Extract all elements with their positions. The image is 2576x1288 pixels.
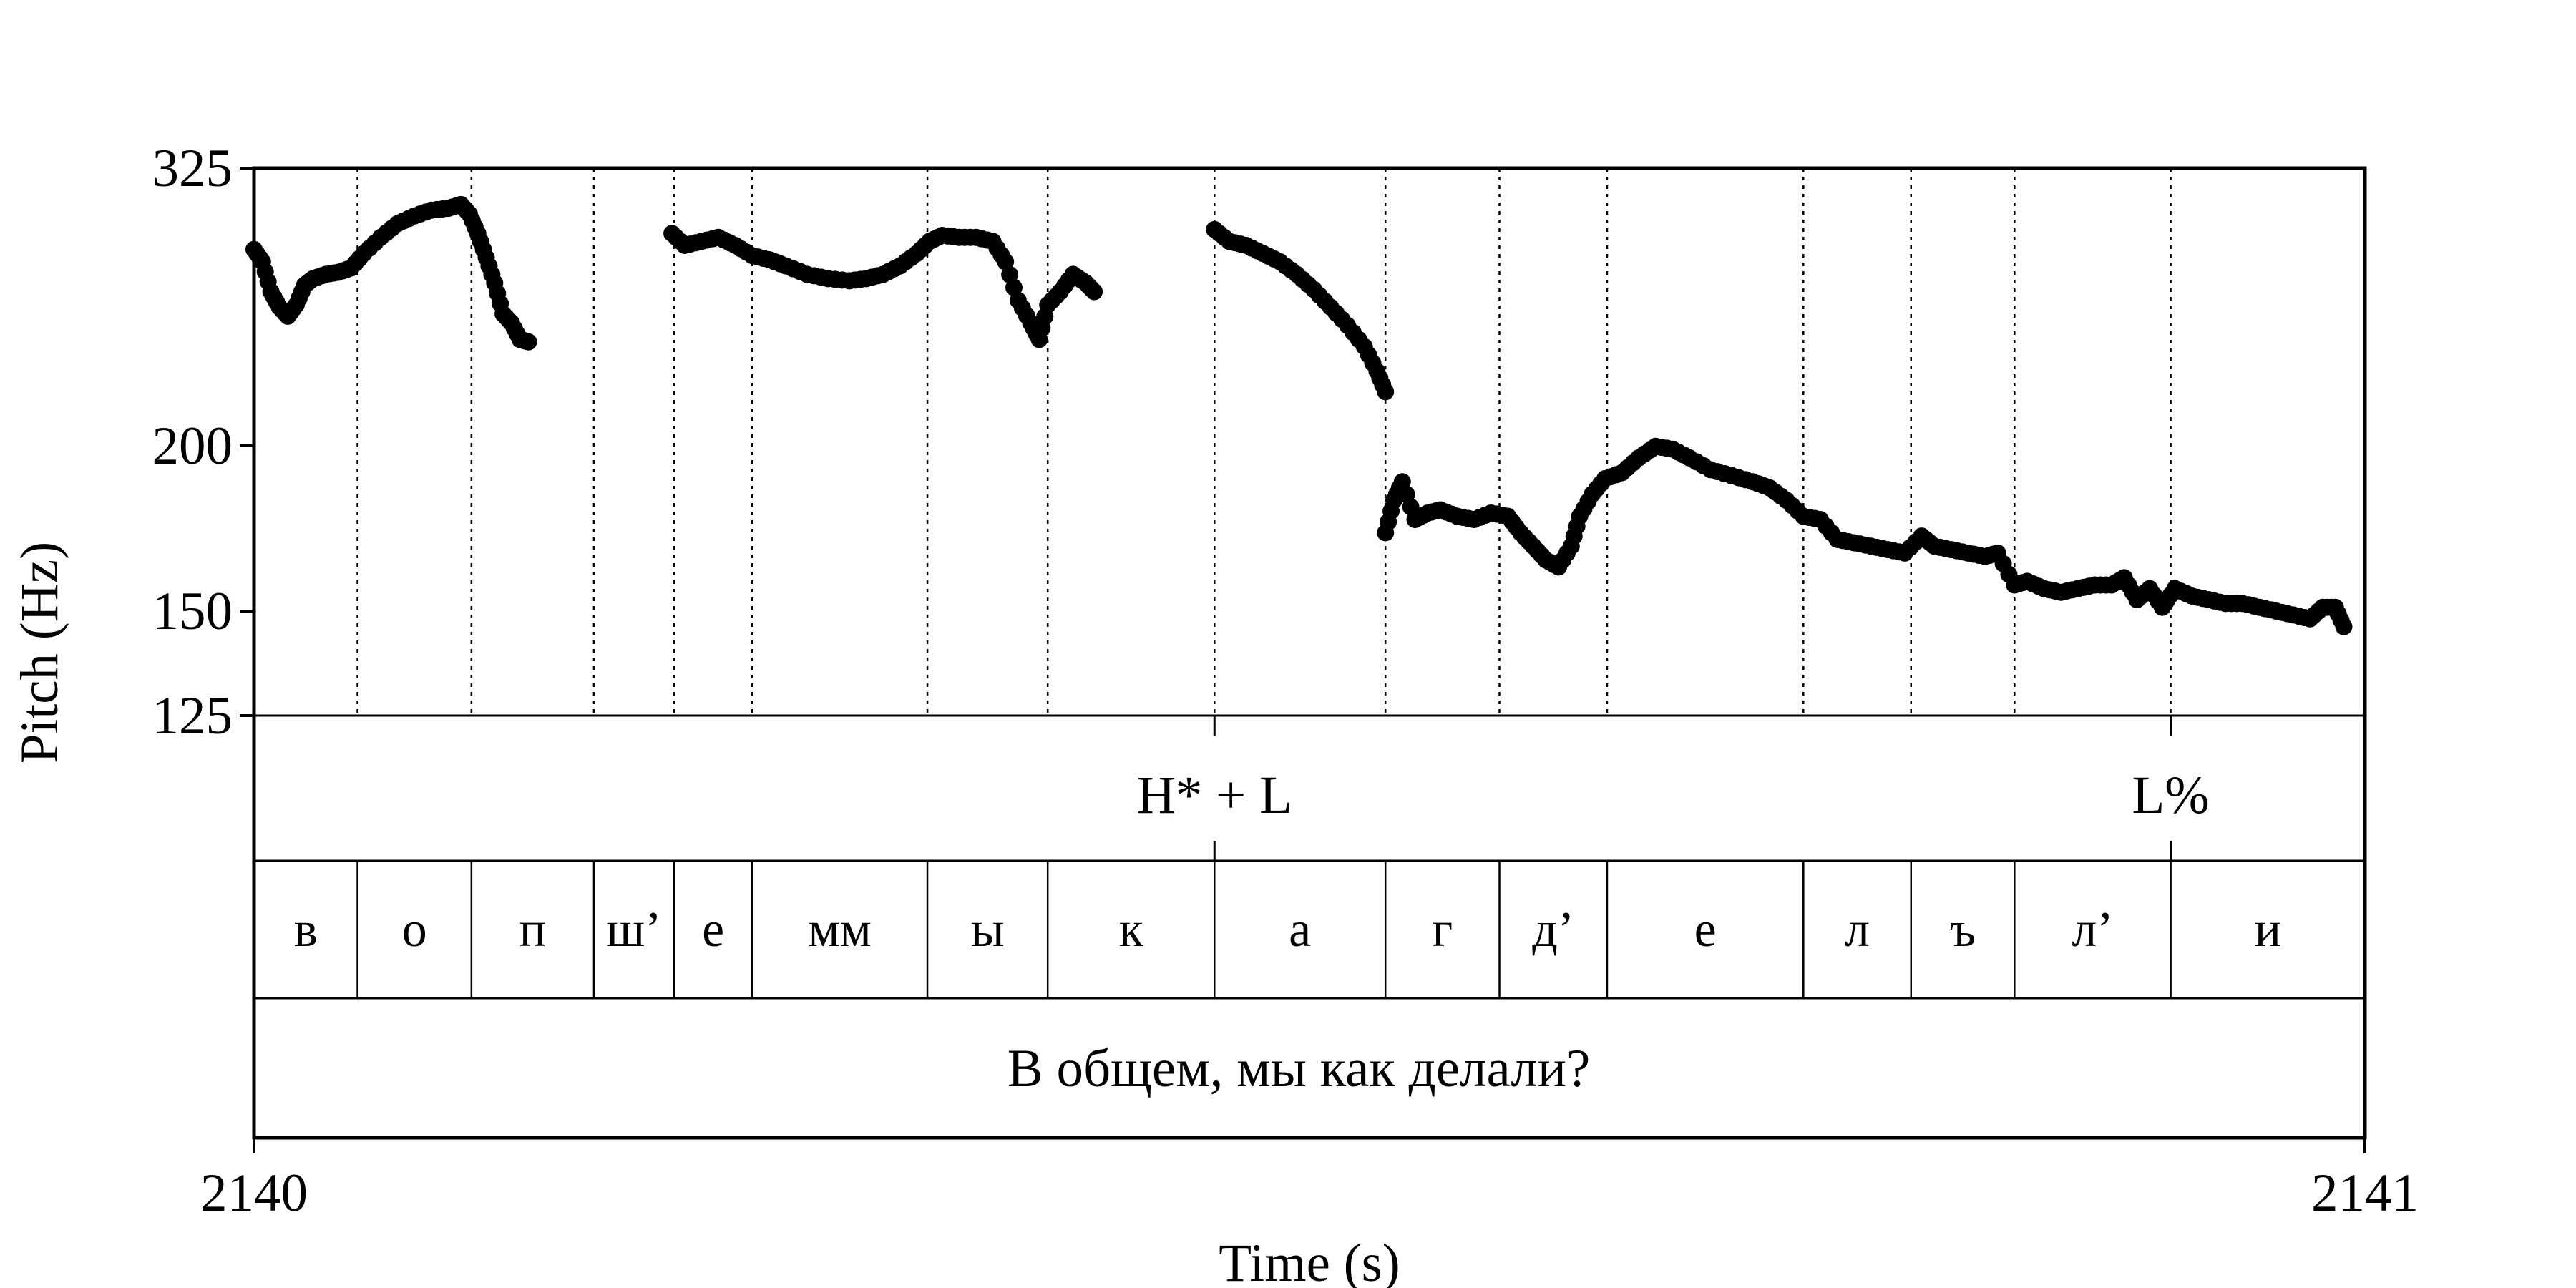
segment-label: е xyxy=(1694,902,1717,957)
segment-label: д’ xyxy=(1532,902,1574,957)
segment-label: п xyxy=(519,902,546,957)
y-tick-label-150: 150 xyxy=(152,582,233,641)
segment-label: е xyxy=(702,902,724,957)
segment-label: и xyxy=(2255,902,2281,957)
frame xyxy=(252,166,2367,1140)
segment-label: ы xyxy=(971,902,1005,957)
y-axis-title: Pitch (Hz) xyxy=(10,542,69,763)
pitch-point xyxy=(519,333,537,351)
y-tick-label-200: 200 xyxy=(152,416,233,476)
segment-label: ъ xyxy=(1950,902,1976,957)
segment-label: л xyxy=(1845,902,1870,957)
tone-label: L% xyxy=(2132,766,2209,825)
segment-label: г xyxy=(1432,902,1453,957)
x-tick-label-2140: 2140 xyxy=(200,1163,308,1223)
annotation-tiers: в о п ш’ е мм ы к а г д’ е л ъ л’ и H* + L L% xyxy=(294,716,2281,998)
sentence-label: В общем, мы как делали? xyxy=(1008,1039,1591,1098)
x-axis-title: Time (s) xyxy=(1219,1234,1400,1288)
pitch-point xyxy=(1377,383,1395,401)
pitch-point xyxy=(2335,618,2353,635)
x-tick-label-2141: 2141 xyxy=(2311,1163,2419,1223)
segment-gridlines xyxy=(356,168,2172,716)
segment-label: к xyxy=(1119,902,1144,957)
segment-label: в xyxy=(294,902,318,957)
segment-label: а xyxy=(1289,902,1311,957)
segment-label: ш’ xyxy=(606,902,661,957)
y-tick-label-325: 325 xyxy=(152,139,233,198)
tone-label: H* + L xyxy=(1137,766,1292,825)
segment-label: о xyxy=(402,902,427,957)
y-tick-label-125: 125 xyxy=(152,686,233,746)
segment-label: мм xyxy=(808,902,872,957)
plot-frame xyxy=(252,166,2367,1140)
y-axis: 325 200 150 125 Pitch (Hz) xyxy=(10,139,254,763)
x-axis: 2140 2141 Time (s) xyxy=(200,1138,2419,1288)
pitch-points xyxy=(245,195,2353,635)
pitch-point xyxy=(1085,283,1103,301)
segment-label: л’ xyxy=(2072,902,2113,957)
